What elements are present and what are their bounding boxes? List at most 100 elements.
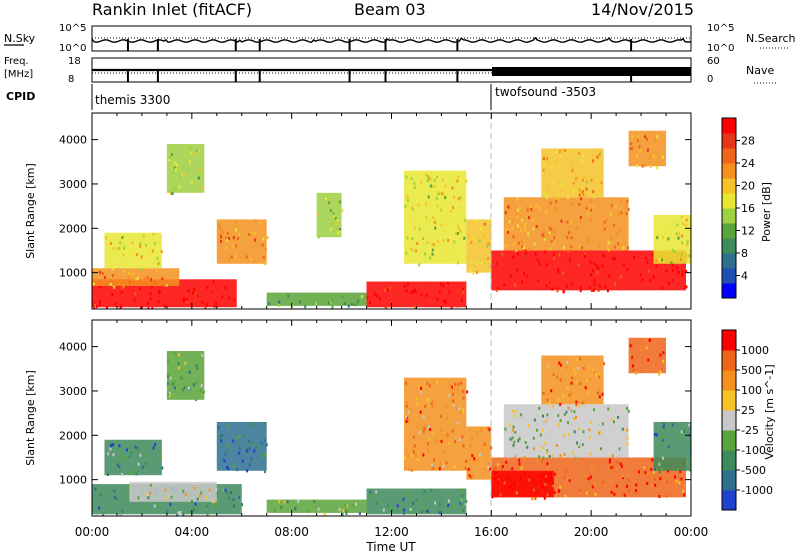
x-tick-label: 16:00 xyxy=(474,525,509,539)
heatmap-cell xyxy=(566,387,569,391)
heatmap-cell xyxy=(613,420,615,424)
heatmap-cell xyxy=(627,207,630,211)
heatmap-cell xyxy=(660,367,663,371)
heatmap-cell xyxy=(424,173,427,177)
colorbar-swatch xyxy=(722,470,736,491)
heatmap-cell xyxy=(473,457,476,461)
heatmap-cell xyxy=(579,215,582,219)
heatmap-cell xyxy=(189,160,192,164)
heatmap-cell xyxy=(224,452,227,456)
heatmap-cell xyxy=(559,378,562,382)
heatmap-cell xyxy=(629,147,632,151)
heatmap-cell xyxy=(261,455,264,459)
heatmap-cell xyxy=(173,187,176,190)
heatmap-cell xyxy=(583,400,585,404)
heatmap-cell xyxy=(541,459,544,463)
heatmap-cell xyxy=(146,276,149,280)
heatmap-cell xyxy=(518,462,521,466)
heatmap-cell xyxy=(430,496,433,499)
twofsound-freq-band xyxy=(492,67,691,76)
heatmap-cell xyxy=(672,268,675,272)
heatmap-cell xyxy=(650,282,653,286)
heatmap-cell xyxy=(659,353,662,357)
heatmap-cell xyxy=(603,227,606,231)
heatmap-cell xyxy=(626,442,629,446)
heatmap-cell xyxy=(665,269,668,273)
heatmap-cell xyxy=(461,435,464,439)
heatmap-cell xyxy=(92,282,95,286)
heatmap-cell xyxy=(573,410,576,414)
heatmap-cell xyxy=(422,237,425,240)
heatmap-cell xyxy=(541,428,544,432)
heatmap-cell xyxy=(512,235,515,239)
y-tick-label: 3000 xyxy=(59,178,87,191)
heatmap-cell xyxy=(607,241,610,245)
heatmap-cell xyxy=(612,424,614,428)
heatmap-cell xyxy=(183,172,186,176)
nsky-trace xyxy=(91,36,692,43)
heatmap-cell xyxy=(444,184,447,188)
heatmap-cell xyxy=(405,175,408,179)
heatmap-cell xyxy=(128,271,130,275)
heatmap-cell xyxy=(273,509,276,512)
heatmap-cell xyxy=(249,231,252,234)
heatmap-cell xyxy=(628,474,631,478)
colorbar-swatch xyxy=(722,133,736,149)
heatmap-cell xyxy=(178,366,181,370)
heatmap-cell xyxy=(566,236,569,240)
heatmap-cell xyxy=(224,286,227,290)
y-tick-label: 4000 xyxy=(59,341,87,354)
heatmap-cell xyxy=(297,499,300,503)
heatmap-cell xyxy=(556,287,559,291)
heatmap-cell xyxy=(529,204,532,208)
heatmap-cell xyxy=(596,271,599,275)
heatmap-cell xyxy=(253,449,256,453)
colorbar-swatch xyxy=(722,253,736,269)
heatmap-cell xyxy=(476,458,479,462)
heatmap-cell xyxy=(438,290,441,294)
heatmap-cell xyxy=(262,255,265,259)
heatmap-cell xyxy=(123,245,126,249)
heatmap-cell xyxy=(516,454,519,458)
heatmap-cell xyxy=(404,466,407,470)
heatmap-cell xyxy=(538,262,541,265)
heatmap-cell xyxy=(355,303,358,307)
heatmap-cell xyxy=(581,246,584,250)
heatmap-cell xyxy=(586,180,589,184)
heatmap-cell xyxy=(462,508,464,512)
heatmap-cell xyxy=(235,228,238,232)
heatmap-cell xyxy=(140,255,143,259)
heatmap-cell xyxy=(538,406,541,410)
heatmap-cell xyxy=(193,288,196,291)
colorbar-swatch xyxy=(722,238,736,254)
heatmap-cell xyxy=(449,209,452,213)
heatmap-cell xyxy=(248,422,251,426)
heatmap-cell xyxy=(595,282,598,286)
heatmap-cell xyxy=(675,266,678,270)
heatmap-cell xyxy=(581,443,584,447)
heatmap-cell xyxy=(420,293,423,297)
heatmap-cell xyxy=(578,188,581,192)
heatmap-cell xyxy=(444,405,447,409)
heatmap-cell xyxy=(159,276,162,280)
heatmap-cell xyxy=(248,446,251,450)
heatmap-cell xyxy=(598,423,601,427)
heatmap-cell xyxy=(673,250,676,254)
heatmap-cell xyxy=(654,477,656,481)
heatmap-cell xyxy=(550,228,553,231)
heatmap-cell xyxy=(634,371,637,375)
heatmap-cell xyxy=(226,490,229,494)
colorbar-tick-label: 25 xyxy=(741,404,755,417)
heatmap-cell xyxy=(248,233,251,236)
heatmap-cell xyxy=(593,408,595,412)
heatmap-cell xyxy=(534,277,536,281)
heatmap-cell xyxy=(579,357,582,361)
heatmap-cell xyxy=(563,476,566,479)
heatmap-cell xyxy=(448,290,451,294)
heatmap-cell xyxy=(122,295,125,299)
heatmap-cell xyxy=(473,237,476,241)
heatmap-cell xyxy=(646,260,649,264)
heatmap-cell xyxy=(452,392,455,396)
heatmap-cell xyxy=(591,159,594,163)
heatmap-cell xyxy=(458,438,461,442)
